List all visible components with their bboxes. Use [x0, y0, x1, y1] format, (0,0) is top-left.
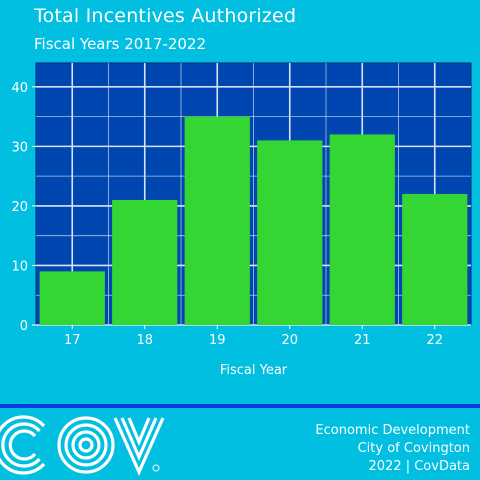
bar-20: [257, 140, 323, 325]
footer-year-source: 2022 | CovData: [368, 459, 471, 474]
x-axis-label: Fiscal Year: [220, 363, 288, 378]
cov-logo: [0, 415, 165, 476]
y-tick-label: 10: [11, 259, 28, 274]
bar-18: [112, 199, 178, 325]
bar-17: [39, 271, 105, 325]
footer-city: City of Covington: [357, 441, 470, 456]
chart-subtitle: Fiscal Years 2017-2022: [34, 35, 206, 53]
x-tick-label: 17: [64, 333, 81, 348]
footer-department: Economic Development: [315, 423, 470, 438]
y-tick-label: 20: [11, 200, 28, 215]
bar-21: [329, 134, 395, 325]
bar-22: [402, 194, 468, 325]
y-tick-label: 0: [20, 319, 28, 334]
x-tick-label: 20: [281, 333, 298, 348]
bar-chart: 0 10 20 30 40 17 18 19 20 21 22 Fiscal Year: [11, 62, 472, 378]
x-tick-label: 22: [426, 333, 443, 348]
x-tick-label: 21: [354, 333, 371, 348]
x-tick-label: 19: [209, 333, 226, 348]
footer-credits: Economic Development City of Covington 2…: [315, 422, 470, 476]
y-tick-label: 40: [11, 81, 28, 96]
y-tick-label: 30: [11, 140, 28, 155]
footer-divider: [0, 404, 480, 408]
chart-title: Total Incentives Authorized: [34, 5, 297, 27]
bar-19: [184, 116, 250, 325]
x-tick-label: 18: [136, 333, 153, 348]
